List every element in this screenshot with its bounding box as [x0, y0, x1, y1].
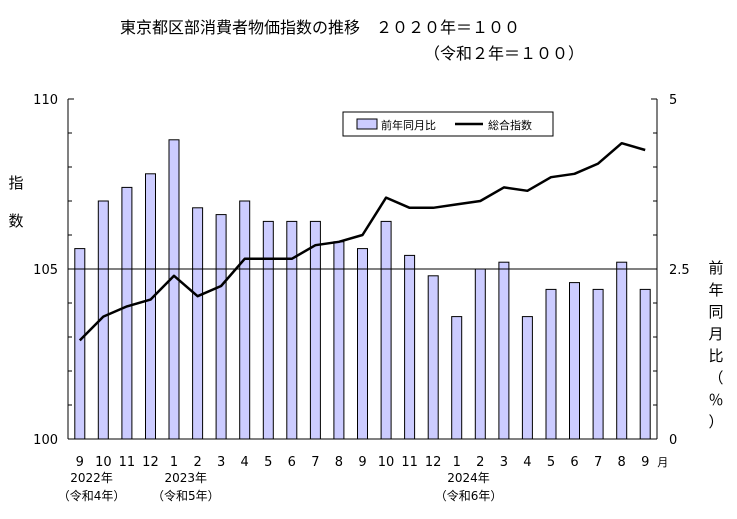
bar: [262, 220, 274, 440]
y-left-tick-label: 110: [33, 93, 58, 108]
bar: [592, 288, 604, 440]
y-right-tick-label: 0: [669, 433, 677, 448]
line-series-composite-index: [78, 141, 646, 342]
bar: [145, 173, 156, 440]
y-left-tick-label: 105: [33, 263, 58, 278]
y-right-axis-title-char: 月: [708, 325, 724, 343]
bar: [498, 261, 510, 440]
chart-title-line2: （令和２年＝１００）: [424, 44, 585, 63]
y-left-axis-title-char: 指: [8, 174, 24, 192]
y-right-axis-title-char: ％: [708, 391, 724, 409]
y-left-tick-label: 100: [33, 433, 58, 448]
x-tick-label: 7: [594, 455, 602, 470]
bar: [357, 248, 368, 440]
y-left-axis-title: 指数: [6, 172, 26, 232]
legend-swatch-bar: [356, 118, 378, 130]
x-tick-label: 4: [523, 455, 531, 470]
bar: [545, 288, 557, 440]
x-tick-label: 6: [570, 455, 578, 470]
x-tick-label: 11: [119, 455, 136, 470]
x-tick-label: 9: [358, 455, 366, 470]
y-right-axis-title: 前年同月比 （ ％ ）: [706, 257, 726, 433]
year-label: 2024年: [447, 471, 490, 485]
y-right-axis-title-char: 同: [708, 303, 724, 321]
x-tick-label: 3: [217, 455, 225, 470]
x-tick-label: 12: [142, 455, 159, 470]
x-tick-label: 8: [618, 455, 626, 470]
bar: [451, 316, 463, 440]
y-right-axis-title-char: （: [708, 369, 724, 387]
x-tick-label: 1: [453, 455, 461, 470]
year-label: 2022年: [70, 471, 113, 485]
x-tick-label: 5: [264, 455, 272, 470]
x-tick-label: 12: [425, 455, 442, 470]
y-right-axis-title-char: ）: [708, 413, 724, 431]
x-tick-label: 10: [95, 455, 112, 470]
bar: [380, 220, 392, 440]
year-label: 2023年: [165, 471, 208, 485]
x-tick-label: 10: [378, 455, 395, 470]
legend-box: [342, 111, 554, 137]
x-tick-label: 2: [476, 455, 484, 470]
bar: [309, 220, 321, 440]
bar: [286, 220, 298, 440]
x-tick-label: 2: [193, 455, 201, 470]
x-tick-label: 11: [401, 455, 418, 470]
legend-label-line: 総合指数: [488, 118, 532, 132]
era-label: （令和4年）: [58, 488, 126, 503]
y-right-axis-title-char: 年: [708, 281, 724, 299]
bar: [616, 261, 628, 440]
y-right-axis-title-char: 比: [708, 347, 724, 365]
bar: [121, 186, 133, 440]
x-tick-label: 1: [170, 455, 178, 470]
legend-label-bar: 前年同月比: [381, 118, 436, 132]
y-right-axis-title-char: 前: [708, 259, 724, 277]
bar: [74, 248, 86, 440]
x-tick-label: 9: [76, 455, 84, 470]
y-right-tick-label: 5: [669, 93, 677, 108]
x-tick-label: 4: [241, 455, 249, 470]
bar: [192, 207, 204, 440]
x-tick-label: 6: [288, 455, 296, 470]
y-right-tick-label: 2.5: [669, 263, 690, 278]
chart-title-line1: 東京都区部消費者物価指数の推移 ２０２０年＝１００: [120, 18, 521, 37]
x-tick-label: 8: [335, 455, 343, 470]
x-tick-label: 3: [500, 455, 508, 470]
x-tick-label: 9: [641, 455, 649, 470]
bar: [521, 316, 533, 440]
bar: [239, 200, 251, 440]
bar: [404, 254, 416, 440]
bar: [427, 275, 439, 440]
bar: [474, 268, 486, 440]
y-left-axis-title-char: 数: [8, 212, 24, 230]
bar: [333, 241, 345, 440]
era-label: （令和5年）: [152, 488, 220, 503]
x-unit-label: 月: [657, 456, 668, 469]
era-label: （令和6年）: [435, 488, 503, 503]
x-tick-label: 5: [547, 455, 555, 470]
x-tick-label: 7: [311, 455, 319, 470]
bar: [215, 214, 227, 440]
bar: [639, 288, 651, 440]
bar: [168, 139, 180, 440]
bar: [569, 282, 580, 440]
